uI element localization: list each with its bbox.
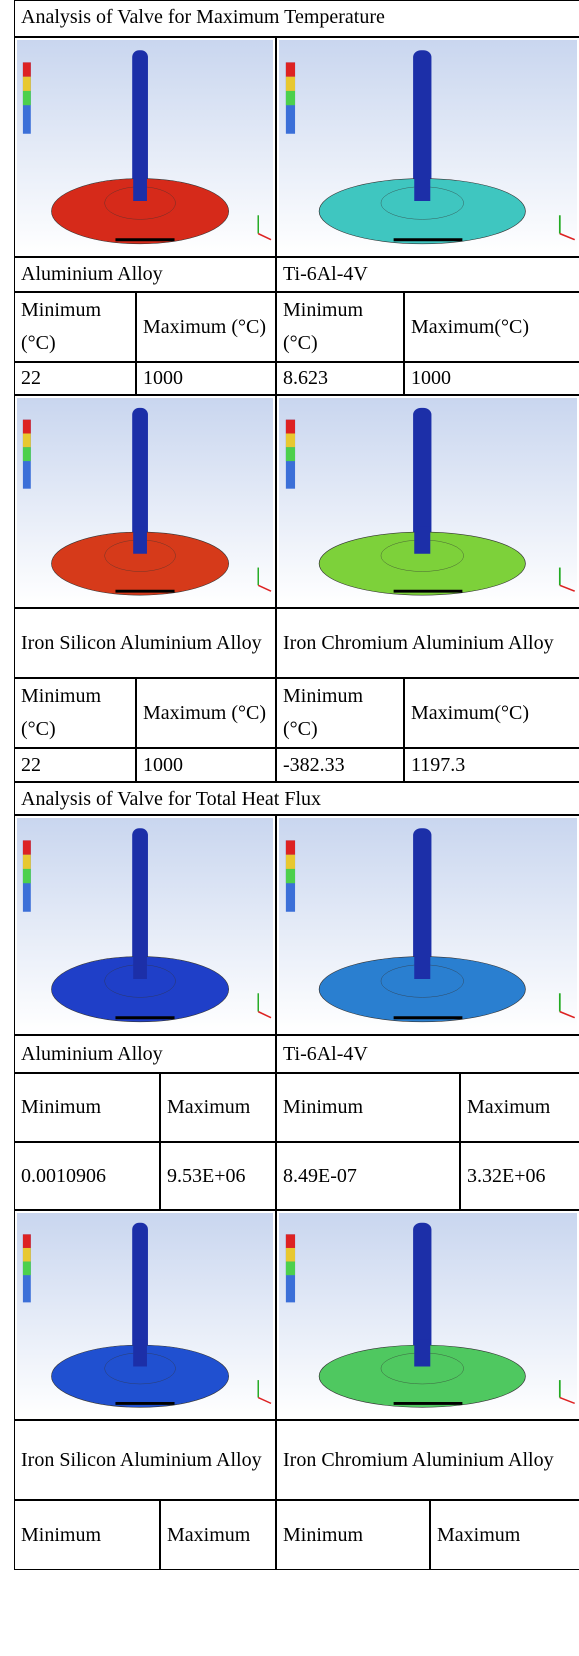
column-header: Minimum bbox=[14, 1073, 160, 1142]
value-cell: 1197.3 bbox=[404, 748, 579, 782]
simulation-image bbox=[279, 398, 577, 605]
value-cell: 22 bbox=[14, 362, 136, 395]
simulation-image bbox=[279, 1213, 577, 1417]
section-title: Analysis of Valve for Maximum Temperatur… bbox=[14, 0, 579, 37]
value-cell: -382.33 bbox=[276, 748, 404, 782]
column-header: Minimum (°C) bbox=[276, 678, 404, 748]
simulation-image bbox=[279, 40, 577, 254]
material-name: Aluminium Alloy bbox=[14, 1035, 276, 1073]
section-title: Analysis of Valve for Total Heat Flux bbox=[14, 782, 579, 815]
column-header: Maximum(°C) bbox=[404, 678, 579, 748]
column-header: Maximum bbox=[160, 1500, 276, 1570]
column-header: Minimum bbox=[276, 1500, 430, 1570]
simulation-image bbox=[279, 818, 577, 1032]
value-cell: 0.0010906 bbox=[14, 1142, 160, 1210]
image-cell bbox=[14, 1210, 276, 1420]
column-header: Minimum (°C) bbox=[276, 292, 404, 362]
image-cell bbox=[276, 395, 579, 608]
value-cell: 1000 bbox=[404, 362, 579, 395]
material-name: Iron Silicon Aluminium Alloy bbox=[14, 608, 276, 678]
column-header: Maximum bbox=[460, 1073, 579, 1142]
material-name: Aluminium Alloy bbox=[14, 257, 276, 292]
document: Analysis of Valve for Maximum Temperatur… bbox=[0, 0, 579, 1656]
material-name: Ti-6Al-4V bbox=[276, 257, 579, 292]
image-cell bbox=[276, 1210, 579, 1420]
simulation-image bbox=[17, 398, 273, 605]
value-cell: 1000 bbox=[136, 748, 276, 782]
value-cell: 3.32E+06 bbox=[460, 1142, 579, 1210]
simulation-image bbox=[17, 40, 273, 254]
material-name: Ti-6Al-4V bbox=[276, 1035, 579, 1073]
column-header: Minimum bbox=[276, 1073, 460, 1142]
value-cell: 1000 bbox=[136, 362, 276, 395]
simulation-image bbox=[17, 818, 273, 1032]
image-cell bbox=[276, 815, 579, 1035]
value-cell: 22 bbox=[14, 748, 136, 782]
column-header: Maximum bbox=[160, 1073, 276, 1142]
column-header: Minimum (°C) bbox=[14, 678, 136, 748]
column-header: Minimum bbox=[14, 1500, 160, 1570]
value-cell: 8.49E-07 bbox=[276, 1142, 460, 1210]
column-header: Minimum (°C) bbox=[14, 292, 136, 362]
material-name: Iron Chromium Aluminium Alloy bbox=[276, 608, 579, 678]
image-cell bbox=[276, 37, 579, 257]
simulation-image bbox=[17, 1213, 273, 1417]
image-cell bbox=[14, 815, 276, 1035]
column-header: Maximum bbox=[430, 1500, 579, 1570]
column-header: Maximum(°C) bbox=[404, 292, 579, 362]
material-name: Iron Silicon Aluminium Alloy bbox=[14, 1420, 276, 1500]
value-cell: 8.623 bbox=[276, 362, 404, 395]
image-cell bbox=[14, 395, 276, 608]
column-header: Maximum (°C) bbox=[136, 678, 276, 748]
material-name: Iron Chromium Aluminium Alloy bbox=[276, 1420, 579, 1500]
column-header: Maximum (°C) bbox=[136, 292, 276, 362]
value-cell: 9.53E+06 bbox=[160, 1142, 276, 1210]
image-cell bbox=[14, 37, 276, 257]
